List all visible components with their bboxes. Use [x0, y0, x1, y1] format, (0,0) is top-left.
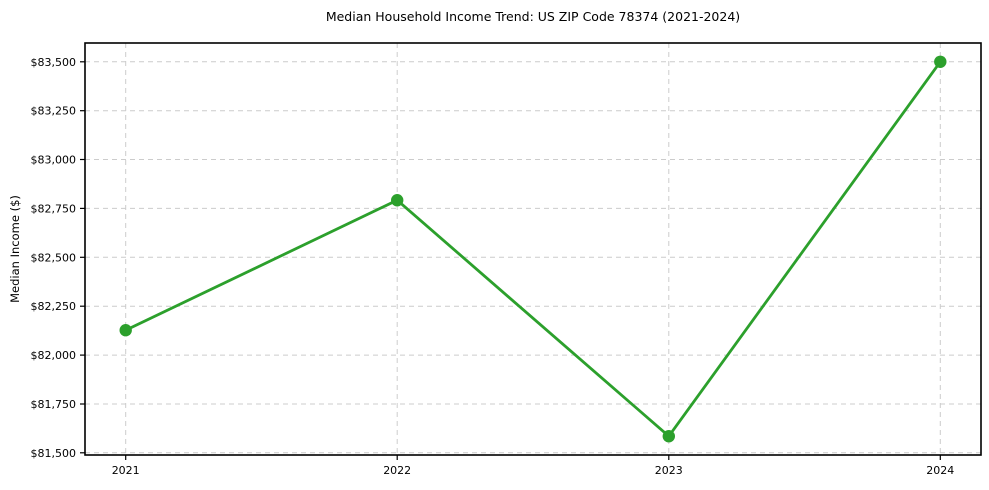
y-tick-label: $82,250 [31, 300, 77, 313]
y-tick-label: $83,250 [31, 105, 77, 118]
data-line [124, 60, 942, 438]
y-tick-label: $82,750 [31, 202, 77, 215]
data-point [662, 430, 675, 443]
y-tick-label: $83,000 [31, 154, 77, 167]
x-tick-label: 2024 [926, 464, 954, 477]
y-tick-label: $81,500 [31, 447, 77, 460]
data-point [119, 324, 132, 337]
y-tick-label: $82,500 [31, 251, 77, 264]
data-point [934, 55, 947, 68]
plot-border [84, 42, 982, 456]
x-tick-label: 2022 [383, 464, 411, 477]
data-point [391, 194, 404, 207]
y-tick-label: $81,750 [31, 398, 77, 411]
chart-title: Median Household Income Trend: US ZIP Co… [325, 9, 741, 24]
y-tick-label: $82,000 [31, 349, 77, 362]
x-tick-label: 2023 [655, 464, 683, 477]
y-tick-label: $83,500 [31, 56, 77, 69]
x-tick-label: 2021 [112, 464, 140, 477]
